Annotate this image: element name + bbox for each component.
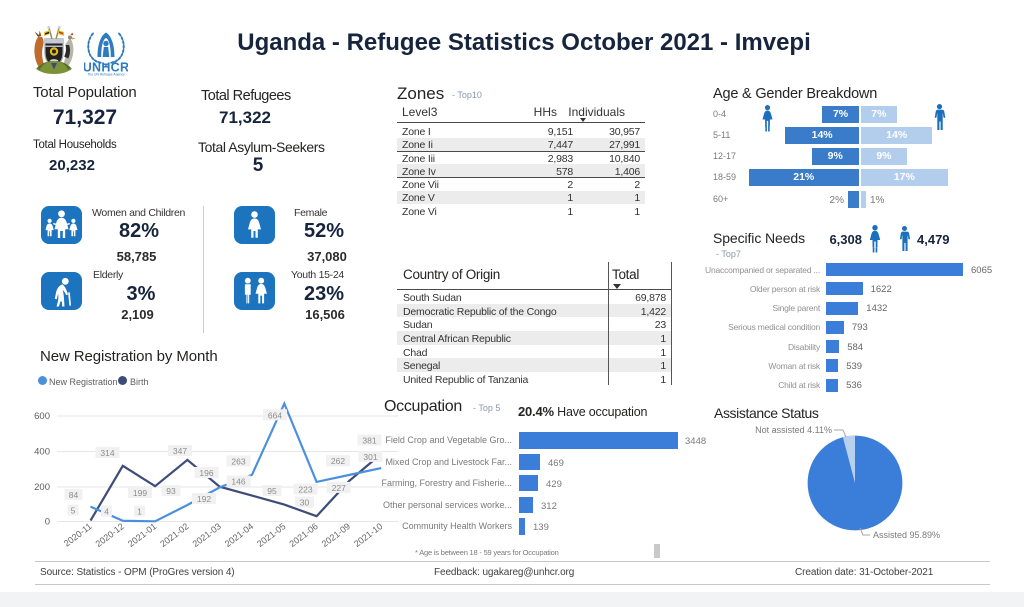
svg-text:400: 400 <box>34 447 50 458</box>
svg-text:301: 301 <box>363 452 377 462</box>
svg-text:2021-02: 2021-02 <box>158 521 190 549</box>
svg-text:2021-04: 2021-04 <box>223 521 255 549</box>
svg-text:93: 93 <box>166 486 176 496</box>
svg-text:5: 5 <box>71 506 76 516</box>
svg-text:200: 200 <box>34 482 50 493</box>
svg-text:2020-11: 2020-11 <box>62 521 94 548</box>
svg-text:600: 600 <box>34 411 50 422</box>
svg-text:Not assisted 4.11%: Not assisted 4.11% <box>755 425 832 435</box>
svg-text:146: 146 <box>231 477 245 487</box>
svg-text:196: 196 <box>199 468 213 478</box>
svg-text:2020-12: 2020-12 <box>94 521 126 549</box>
svg-text:2021-01: 2021-01 <box>126 521 158 549</box>
svg-text:314: 314 <box>100 448 114 458</box>
svg-text:2021-03: 2021-03 <box>191 521 223 549</box>
svg-text:664: 664 <box>268 410 282 420</box>
svg-text:2021-09: 2021-09 <box>320 521 352 549</box>
svg-text:199: 199 <box>133 488 147 498</box>
svg-text:1: 1 <box>137 507 142 517</box>
svg-text:227: 227 <box>332 483 346 493</box>
svg-text:4: 4 <box>104 507 109 517</box>
svg-text:The UN Refugee Agency: The UN Refugee Agency <box>87 72 125 76</box>
svg-text:263: 263 <box>231 457 245 467</box>
svg-text:347: 347 <box>173 446 187 456</box>
svg-text:262: 262 <box>331 456 345 466</box>
svg-text:192: 192 <box>197 494 211 504</box>
svg-text:2021-05: 2021-05 <box>255 521 287 549</box>
svg-text:223: 223 <box>298 485 312 495</box>
svg-text:84: 84 <box>69 490 79 500</box>
svg-text:30: 30 <box>300 498 310 508</box>
svg-text:Assisted 95.89%: Assisted 95.89% <box>873 530 940 540</box>
svg-text:381: 381 <box>362 436 376 446</box>
svg-text:2021-06: 2021-06 <box>287 521 319 549</box>
svg-text:95: 95 <box>267 486 277 496</box>
svg-text:UNHCR: UNHCR <box>84 61 128 75</box>
svg-text:0: 0 <box>45 517 50 528</box>
